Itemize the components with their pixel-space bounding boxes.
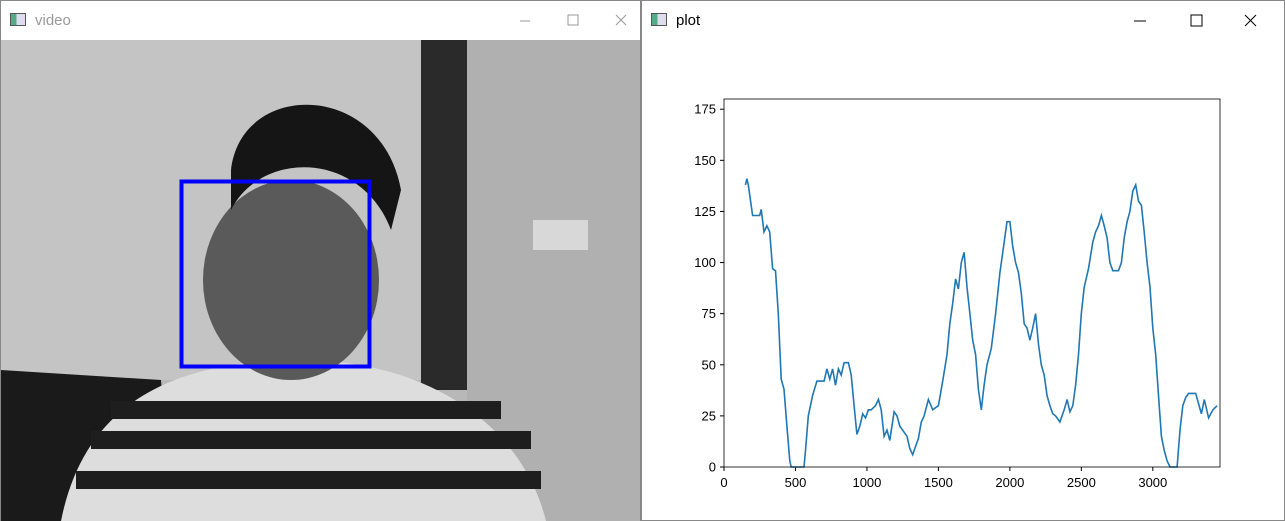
- window-title: plot: [676, 12, 701, 29]
- y-tick-label: 150: [694, 153, 716, 168]
- app-icon: [651, 13, 667, 26]
- data-line: [744, 178, 1218, 468]
- y-tick-label: 0: [709, 460, 716, 475]
- maximize[interactable]: [567, 14, 579, 26]
- title-bar: video: [1, 1, 640, 40]
- x-tick-label: 500: [785, 475, 807, 490]
- x-tick-label: 2500: [1067, 475, 1096, 490]
- title-bar: plot: [642, 1, 1284, 40]
- y-tick-label: 75: [702, 306, 716, 321]
- app-icon: [10, 13, 26, 26]
- window-title: video: [35, 12, 71, 29]
- x-tick-label: 3000: [1138, 475, 1167, 490]
- plot-window: plot 0 25 50 75 100 125 150 175 0 500 1000 1500 2000…: [641, 0, 1285, 521]
- close[interactable]: [615, 14, 627, 26]
- maximize[interactable]: [1190, 14, 1203, 27]
- window-buttons[interactable]: [470, 1, 640, 40]
- y-tick-label: 175: [694, 102, 716, 117]
- video-window: video: [0, 0, 641, 521]
- y-tick-label: 125: [694, 204, 716, 219]
- face-box: [179, 179, 372, 369]
- y-tick-label: 50: [702, 357, 716, 372]
- close[interactable]: [1244, 14, 1257, 27]
- window-buttons[interactable]: [1114, 1, 1284, 40]
- plot-frame: [723, 98, 1221, 468]
- y-tick-label: 100: [694, 255, 716, 270]
- x-tick-label: 0: [720, 475, 727, 490]
- chart: 0 25 50 75 100 125 150 175 0 500 1000 1500 2000 2500 3…: [694, 98, 1221, 490]
- x-tick-label: 1000: [852, 475, 881, 490]
- video-frame: [1, 40, 640, 521]
- x-tick-label: 2000: [995, 475, 1024, 490]
- x-tick-label: 1500: [924, 475, 953, 490]
- y-tick-label: 25: [702, 408, 716, 423]
